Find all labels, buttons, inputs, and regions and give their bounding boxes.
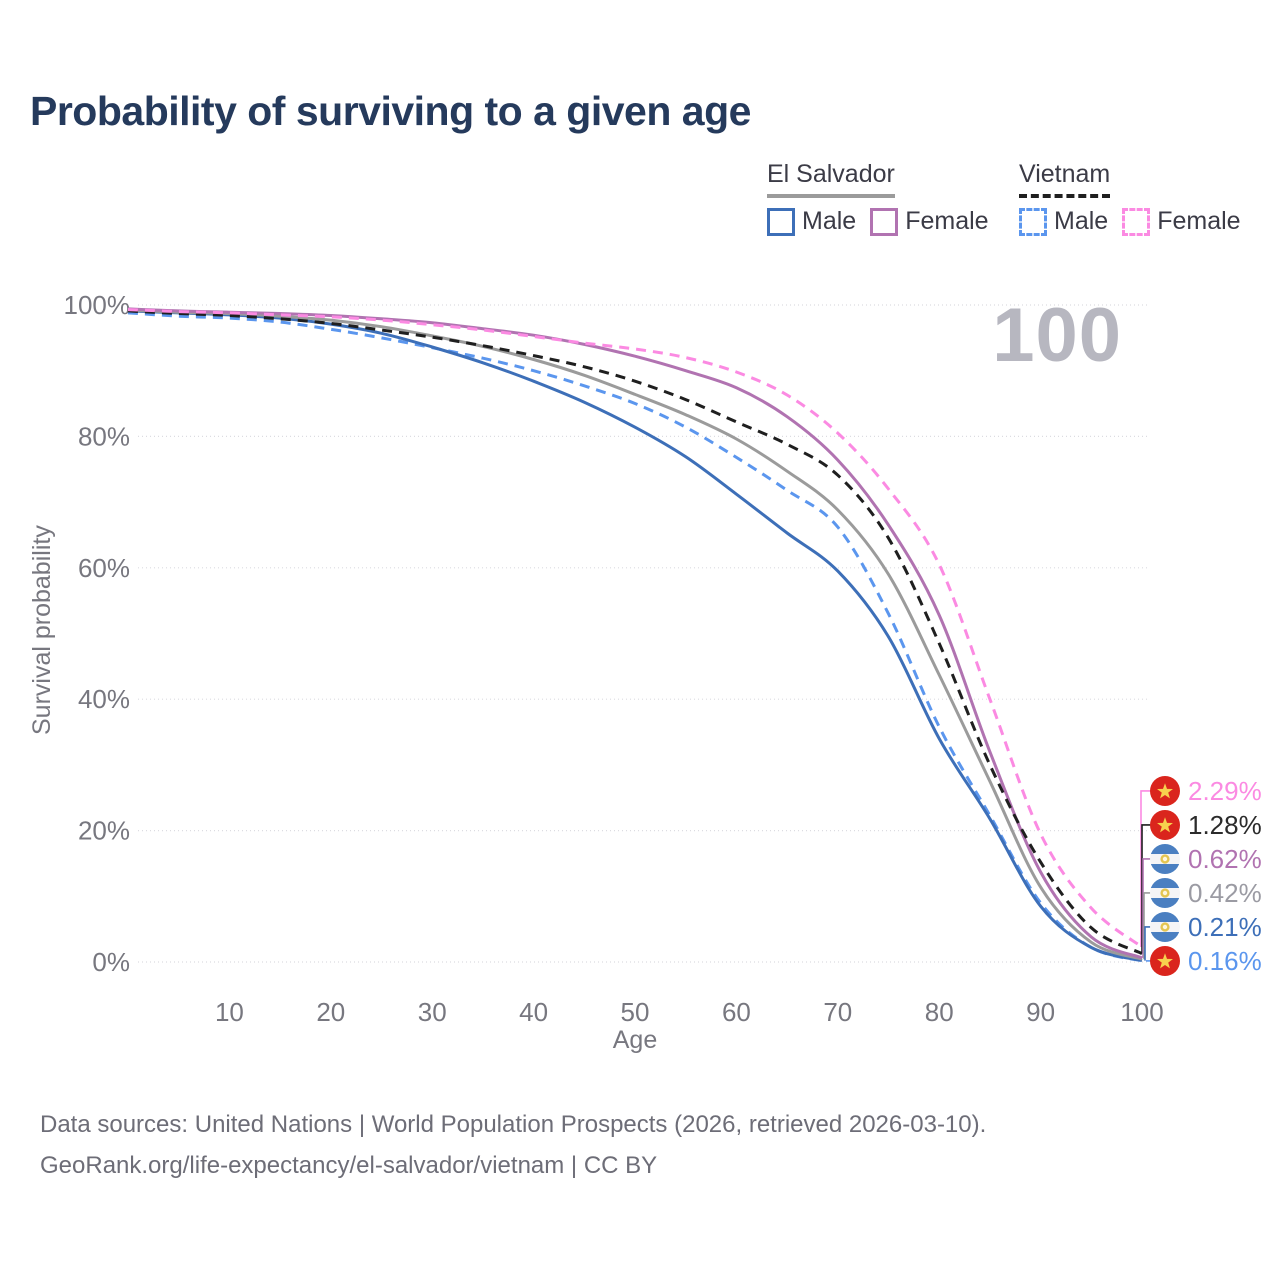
y-tick-label: 20% (78, 816, 130, 846)
x-tick-label: 90 (1026, 997, 1055, 1027)
y-axis-title: Survival probability (28, 525, 56, 735)
x-tick-label: 70 (823, 997, 852, 1027)
vietnam-flag-icon (1150, 776, 1180, 806)
legend-group-vietnam: Vietnam Male Female (1019, 160, 1241, 236)
end-label-vietnam-male[interactable]: 0.16% (1150, 944, 1262, 978)
series-line-vietnam-male (127, 311, 1143, 963)
footer: Data sources: United Nations | World Pop… (40, 1104, 986, 1187)
x-tick-label: 30 (418, 997, 447, 1027)
x-tick-label: 100 (1120, 997, 1163, 1027)
series-line-vietnam-both-sexes (127, 309, 1143, 955)
end-label-connector-el-salvador-male (1144, 926, 1152, 961)
end-label-connector-el-salvador-both-sexes (1143, 892, 1152, 960)
legend-group-label-vietnam: Vietnam (1019, 160, 1111, 198)
end-label-value: 0.62% (1188, 843, 1262, 874)
x-tick-label: 60 (722, 997, 751, 1027)
legend-item-label: Male (1054, 207, 1109, 235)
el-salvador-flag-icon (1150, 844, 1180, 874)
legend-items-vietnam: Male Female (1019, 207, 1241, 236)
el-salvador-flag-icon (1150, 878, 1180, 908)
legend-item-el-salvador-female[interactable]: Female (870, 207, 989, 236)
dashed-line-swatch-icon (1122, 207, 1151, 236)
x-tick-label: 20 (316, 997, 345, 1027)
y-tick-label: 100% (64, 290, 131, 320)
legend-item-vietnam-female[interactable]: Female (1122, 207, 1241, 236)
x-tick-label: 40 (519, 997, 548, 1027)
end-label-value: 2.29% (1188, 775, 1262, 806)
end-label-value: 1.28% (1188, 809, 1262, 840)
legend-item-vietnam-male[interactable]: Male (1019, 207, 1108, 236)
solid-line-swatch-icon (767, 207, 795, 236)
end-label-el-salvador-female[interactable]: 0.62% (1150, 842, 1262, 876)
end-label-el-salvador-both-sexes[interactable]: 0.42% (1150, 876, 1262, 910)
x-tick-label: 50 (621, 997, 650, 1027)
series-line-el-salvador-male (127, 309, 1143, 963)
end-label-connector-vietnam-both-sexes (1141, 824, 1152, 954)
vietnam-flag-icon (1150, 946, 1180, 976)
legend-group-el-salvador: El Salvador Male Female (767, 160, 989, 236)
series-line-el-salvador-female (127, 307, 1143, 960)
legend-item-label: Male (802, 207, 857, 235)
end-label-vietnam-female[interactable]: 2.29% (1150, 774, 1262, 808)
y-tick-label: 80% (78, 421, 130, 451)
end-label-vietnam-both-sexes[interactable]: 1.28% (1150, 808, 1262, 842)
end-label-connector-vietnam-female (1140, 790, 1152, 947)
x-tick-label: 10 (215, 997, 244, 1027)
solid-line-swatch-icon (870, 207, 899, 236)
end-label-value: 0.42% (1188, 877, 1262, 908)
footer-data-sources: Data sources: United Nations | World Pop… (40, 1111, 987, 1138)
end-label-connector-el-salvador-female (1142, 858, 1152, 958)
legend-item-el-salvador-male[interactable]: Male (767, 207, 856, 236)
end-label-el-salvador-male[interactable]: 0.21% (1150, 910, 1262, 944)
page-title: Probability of surviving to a given age (30, 88, 751, 134)
series-line-el-salvador-both-sexes (127, 308, 1143, 961)
el-salvador-flag-icon (1150, 912, 1180, 942)
footer-attribution-link[interactable]: GeoRank.org/life-expectancy/el-salvador/… (40, 1152, 658, 1180)
x-tick-label: 80 (925, 997, 954, 1027)
vietnam-flag-icon (1150, 810, 1180, 840)
series-line-vietnam-female (127, 308, 1143, 949)
x-axis-title: Age (612, 1026, 658, 1054)
age-watermark: 100 (992, 293, 1122, 378)
dashed-line-swatch-icon (1019, 207, 1047, 236)
legend-items-el-salvador: Male Female (767, 207, 989, 236)
end-label-value: 0.16% (1188, 945, 1262, 976)
y-tick-label: 40% (78, 684, 130, 714)
y-tick-label: 60% (78, 553, 130, 583)
y-tick-label: 0% (92, 947, 130, 977)
legend-item-label: Female (1157, 207, 1241, 235)
end-label-value: 0.21% (1188, 911, 1262, 942)
legend-item-label: Female (905, 207, 989, 235)
legend-group-label-el-salvador: El Salvador (767, 160, 895, 198)
